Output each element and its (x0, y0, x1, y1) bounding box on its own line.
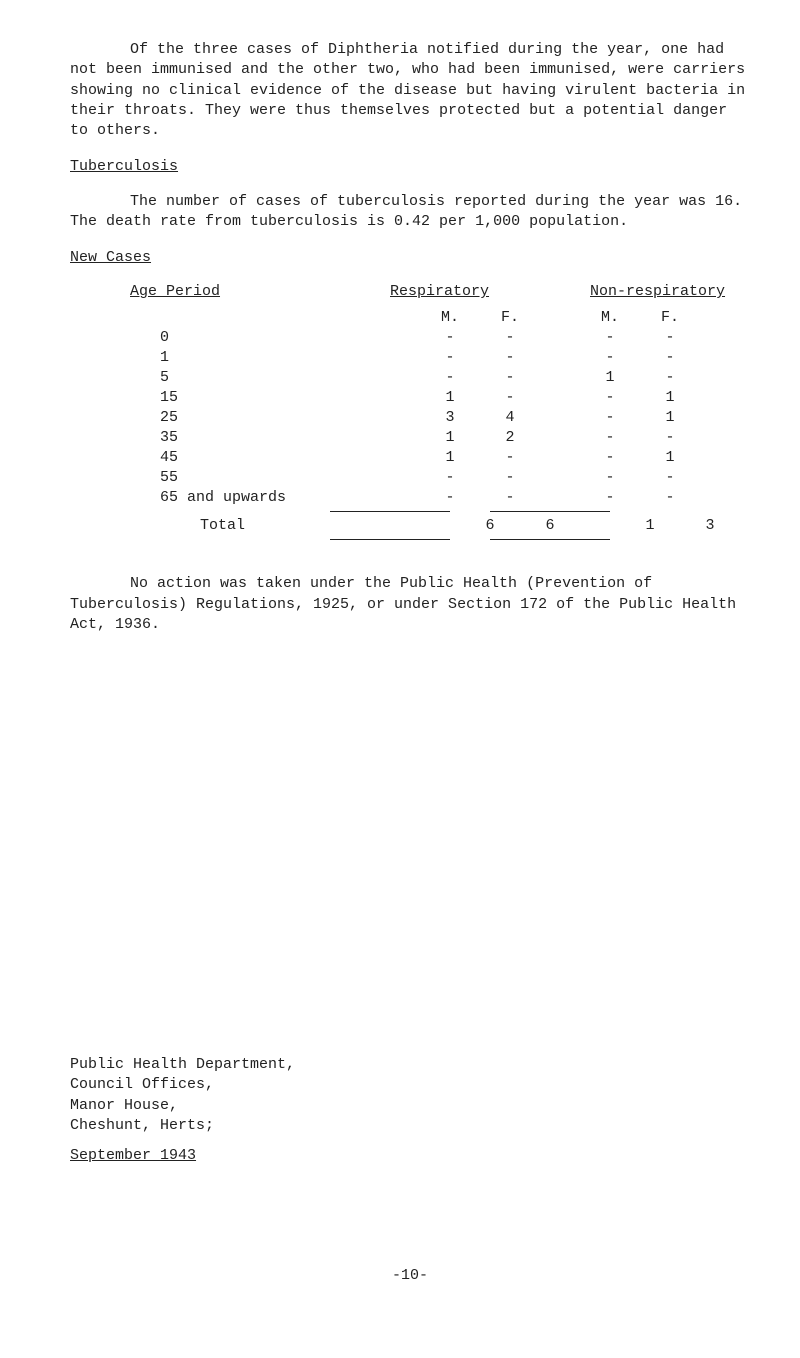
cell-rm: 1 (420, 388, 480, 408)
table-row: 65 and upwards - - - - (70, 488, 750, 508)
cell-age: 65 and upwards (70, 488, 420, 508)
cell-rm: - (420, 488, 480, 508)
cell-age: 5 (70, 368, 420, 388)
cell-nf: - (640, 428, 700, 448)
table-row: 45 1 - - 1 (70, 448, 750, 468)
heading-tuberculosis: Tuberculosis (70, 157, 750, 177)
sig-line-1: Public Health Department, (70, 1055, 750, 1075)
table-header-row: Age Period Respiratory Non-respiratory (70, 282, 750, 302)
cell-nm: - (580, 388, 640, 408)
table-row: 35 1 2 - - (70, 428, 750, 448)
cell-nm: - (580, 468, 640, 488)
cell-rf: - (480, 448, 540, 468)
intro-paragraph: Of the three cases of Diphtheria notifie… (70, 40, 750, 141)
cell-nf: - (640, 468, 700, 488)
cell-rf: - (480, 368, 540, 388)
cell-rm: - (420, 368, 480, 388)
table-row: 1 - - - - (70, 348, 750, 368)
cell-nf: 1 (640, 388, 700, 408)
total-label: Total (70, 516, 460, 536)
cell-nm: - (580, 428, 640, 448)
sig-line-5: September 1943 (70, 1146, 750, 1166)
table-rule (70, 508, 750, 516)
signature-block: Public Health Department, Council Office… (70, 1055, 750, 1166)
cell-nm: - (580, 408, 640, 428)
cases-table: Age Period Respiratory Non-respiratory M… (70, 282, 750, 544)
col-header-non: Non-respiratory (590, 282, 750, 302)
table-total-row: Total 6 6 1 3 (70, 516, 750, 536)
cell-nm: - (580, 348, 640, 368)
total-rf: 6 (520, 516, 580, 536)
no-action-paragraph: No action was taken under the Public Hea… (70, 574, 750, 635)
total-nm: 1 (620, 516, 680, 536)
cell-age: 45 (70, 448, 420, 468)
cell-age: 15 (70, 388, 420, 408)
page-number: -10- (70, 1266, 750, 1286)
cell-rf: - (480, 348, 540, 368)
cell-rm: 1 (420, 448, 480, 468)
subheader-non-f: F. (640, 308, 700, 328)
cell-rf: 2 (480, 428, 540, 448)
table-row: 0 - - - - (70, 328, 750, 348)
cell-rf: - (480, 488, 540, 508)
total-rm: 6 (460, 516, 520, 536)
cell-rm: - (420, 348, 480, 368)
cell-age: 0 (70, 328, 420, 348)
col-header-age: Age Period (70, 282, 390, 302)
cell-age: 55 (70, 468, 420, 488)
cell-age: 1 (70, 348, 420, 368)
cell-rm: - (420, 468, 480, 488)
table-row: 5 - - 1 - (70, 368, 750, 388)
cell-nf: - (640, 328, 700, 348)
cell-nm: - (580, 448, 640, 468)
cell-nf: 1 (640, 448, 700, 468)
table-subheader-row: M. F. M. F. (70, 308, 750, 328)
cell-nm: - (580, 488, 640, 508)
cell-nm: 1 (580, 368, 640, 388)
subheader-non-m: M. (580, 308, 640, 328)
cell-age: 35 (70, 428, 420, 448)
cell-rm: 3 (420, 408, 480, 428)
cell-rm: - (420, 328, 480, 348)
cell-rm: 1 (420, 428, 480, 448)
cell-rf: - (480, 388, 540, 408)
cell-nm: - (580, 328, 640, 348)
cell-rf: 4 (480, 408, 540, 428)
cell-nf: - (640, 488, 700, 508)
cell-rf: - (480, 468, 540, 488)
cell-age: 25 (70, 408, 420, 428)
table-rule (70, 536, 750, 544)
col-header-resp: Respiratory (390, 282, 550, 302)
sig-line-4: Cheshunt, Herts; (70, 1116, 750, 1136)
cell-rf: - (480, 328, 540, 348)
cell-nf: - (640, 368, 700, 388)
total-nf: 3 (680, 516, 740, 536)
cell-nf: - (640, 348, 700, 368)
table-row: 55 - - - - (70, 468, 750, 488)
subheader-resp-m: M. (420, 308, 480, 328)
sig-line-3: Manor House, (70, 1096, 750, 1116)
heading-new-cases: New Cases (70, 248, 750, 268)
subheader-resp-f: F. (480, 308, 540, 328)
table-row: 15 1 - - 1 (70, 388, 750, 408)
cell-nf: 1 (640, 408, 700, 428)
tb-paragraph: The number of cases of tuberculosis repo… (70, 192, 750, 233)
table-row: 25 3 4 - 1 (70, 408, 750, 428)
sig-line-2: Council Offices, (70, 1075, 750, 1095)
